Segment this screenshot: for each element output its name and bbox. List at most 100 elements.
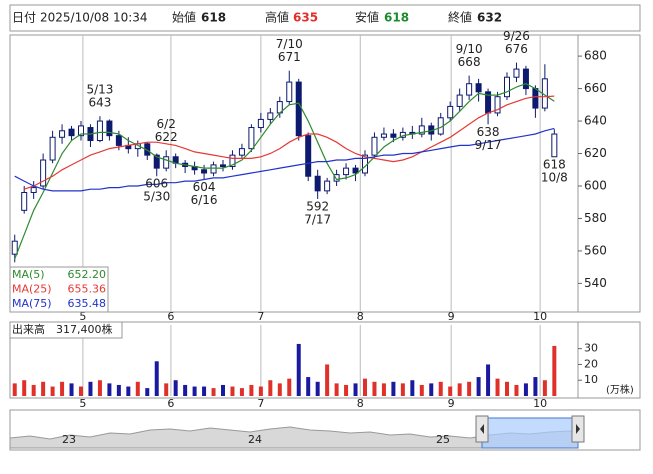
volume-bar <box>325 364 330 396</box>
volume-bar <box>400 383 405 396</box>
legend-value: 652.20 <box>68 268 107 281</box>
x-tick-label: 7 <box>257 397 264 410</box>
close-value: 632 <box>477 11 502 25</box>
candle-body <box>371 136 378 156</box>
x-tick-label: 9 <box>448 397 455 410</box>
candle-body <box>295 81 302 137</box>
y-tick-label: 680 <box>584 49 607 63</box>
open-label: 始値 <box>172 10 196 25</box>
candle-body <box>314 175 321 192</box>
candle-body <box>504 76 510 98</box>
candle-body <box>238 148 245 156</box>
candle-body <box>418 125 425 135</box>
volume-bar <box>164 383 169 396</box>
annotation-date: 9/10 <box>456 42 483 56</box>
y-tick-label: 560 <box>584 243 607 257</box>
x-tick-label: 6 <box>167 310 174 323</box>
ma-line <box>24 95 555 190</box>
x-tick-label: 7 <box>257 310 264 323</box>
candle-body <box>456 94 463 107</box>
annotation-date: 6/16 <box>191 193 218 207</box>
volume-bar <box>476 377 481 396</box>
volume-bar <box>60 381 65 396</box>
handle-arrow <box>576 424 580 434</box>
volume-title: 出来高 <box>12 322 45 336</box>
candle-body <box>210 164 217 174</box>
y-tick-label: 620 <box>584 146 607 160</box>
volume-bar <box>363 378 367 396</box>
candle-body <box>68 128 75 137</box>
volume-bar <box>69 383 74 396</box>
candle-body <box>106 120 113 137</box>
date-label: 日付 <box>12 11 36 25</box>
volume-bar <box>448 386 453 396</box>
x-tick-label: 8 <box>357 397 364 410</box>
candle-body <box>40 159 47 187</box>
candle-body <box>333 174 340 182</box>
x-tick-label: 9 <box>448 310 455 323</box>
volume-bar <box>419 384 424 396</box>
y-tick-label: 580 <box>584 211 607 225</box>
annotation-date: 9/26 <box>503 29 530 43</box>
volume-bar <box>410 380 415 396</box>
annotation-date: 5/30 <box>143 190 170 204</box>
volume-bar <box>514 384 519 396</box>
y-tick-label: 640 <box>584 114 607 128</box>
volume-bar <box>239 388 244 396</box>
candle-body <box>447 105 454 119</box>
volume-bar <box>429 383 434 396</box>
x-tick-label: 10 <box>533 310 547 323</box>
y-tick-label: 20 <box>584 357 598 370</box>
x-tick-label: 5 <box>79 397 86 410</box>
candle-body <box>59 130 66 138</box>
candle-body <box>220 164 226 168</box>
volume-bar <box>154 361 159 396</box>
volume-bar <box>31 384 36 396</box>
navigator-label: 23 <box>62 433 76 446</box>
volume-bar <box>183 384 188 396</box>
volume-bar <box>22 380 27 396</box>
volume-bar <box>438 381 443 396</box>
volume-bar <box>542 380 547 396</box>
y-tick-label: 660 <box>584 81 607 95</box>
candle-body <box>380 133 387 138</box>
volume-bar <box>221 384 225 396</box>
annotation-value: 606 <box>145 177 168 191</box>
candle-body <box>248 127 255 150</box>
navigator-selection[interactable] <box>481 417 579 449</box>
navigator-label: 25 <box>436 433 450 446</box>
x-tick-label: 10 <box>533 397 547 410</box>
annotation-date: 10/8 <box>541 170 568 184</box>
handle-arrow <box>480 424 484 434</box>
navigator-label: 24 <box>248 433 262 446</box>
candle-body <box>153 154 160 169</box>
annotation-date: 9/17 <box>475 138 502 152</box>
volume-bar <box>552 345 557 396</box>
volume-unit: (万株) <box>606 383 634 396</box>
annotation-date: 5/13 <box>86 83 113 97</box>
candle-body <box>305 135 312 177</box>
legend-value: 635.48 <box>68 297 107 310</box>
volume-bar <box>202 386 207 396</box>
volume-bar <box>315 381 320 396</box>
x-tick-label: 5 <box>79 310 86 323</box>
annotation-value: 592 <box>306 199 329 213</box>
legend-name: MA(75) <box>12 297 52 310</box>
annotation-value: 643 <box>88 96 111 110</box>
candle-body <box>494 96 501 114</box>
volume-bar <box>505 381 509 396</box>
candle-body <box>532 88 539 109</box>
candle-body <box>475 83 482 93</box>
annotation-value: 638 <box>477 125 500 139</box>
candle-body <box>352 167 359 174</box>
x-tick-label: 6 <box>167 397 174 410</box>
price-pane <box>9 34 641 313</box>
volume-bar <box>334 383 339 396</box>
volume-bar <box>97 380 102 396</box>
annotation-value: 604 <box>193 180 216 194</box>
candle-body <box>96 120 103 142</box>
volume-bar <box>467 381 472 396</box>
y-tick-label: 10 <box>584 373 598 386</box>
header-box <box>9 4 641 32</box>
candle-body <box>163 156 170 169</box>
